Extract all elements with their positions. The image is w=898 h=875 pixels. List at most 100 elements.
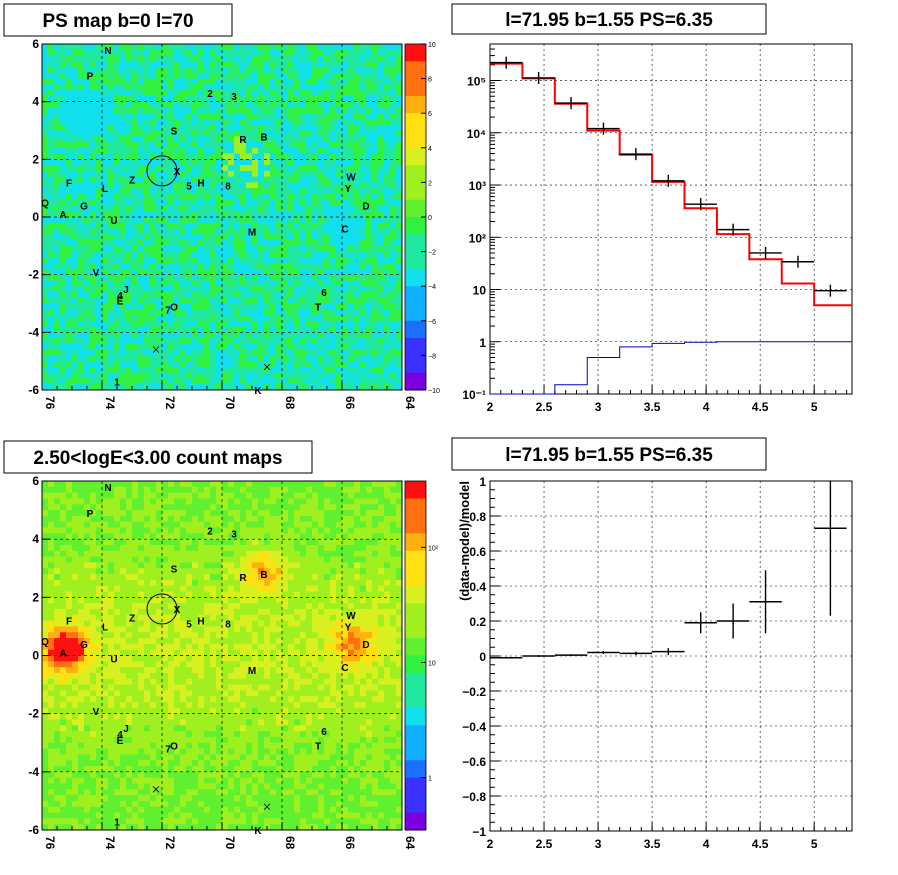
heatmap-cell <box>132 591 139 598</box>
heatmap-cell <box>270 268 277 276</box>
heatmap-cell <box>378 159 385 166</box>
heatmap-cell <box>174 309 181 316</box>
heatmap-cell <box>276 338 283 345</box>
heatmap-cell <box>312 84 319 91</box>
heatmap-cell <box>228 343 235 351</box>
heatmap-cell <box>54 343 61 351</box>
heatmap-cell <box>234 349 241 356</box>
heatmap-cell <box>78 626 85 633</box>
heatmap-cell <box>180 142 187 149</box>
heatmap-cell <box>336 326 343 333</box>
heatmap-cell <box>318 55 325 62</box>
heatmap-cell <box>270 165 277 172</box>
heatmap-cell <box>186 268 193 276</box>
heatmap-cell <box>126 783 133 790</box>
heatmap-cell <box>102 84 109 91</box>
heatmap-cell <box>318 49 325 56</box>
heatmap-cell <box>216 159 223 166</box>
heatmap-cell <box>372 165 379 172</box>
heatmap-cell <box>108 165 115 172</box>
heatmap-cell <box>294 136 301 143</box>
heatmap-cell <box>216 280 223 287</box>
heatmap-cell <box>48 684 55 691</box>
heatmap-cell <box>42 498 49 505</box>
heatmap-cell <box>216 107 223 114</box>
heatmap-cell <box>54 667 61 674</box>
heatmap-cell <box>390 44 397 51</box>
heatmap-cell <box>336 90 343 97</box>
heatmap-cell <box>180 67 187 74</box>
heatmap-cell <box>396 228 403 235</box>
heatmap-cell <box>240 118 247 126</box>
heatmap-cell <box>54 562 61 569</box>
heatmap-cell <box>138 608 145 616</box>
heatmap-cell <box>216 205 223 212</box>
heatmap-cell <box>204 147 211 154</box>
heatmap-cell <box>108 268 115 276</box>
heatmap-cell <box>72 492 79 499</box>
heatmap-cell <box>90 124 97 131</box>
heatmap-cell <box>102 713 109 720</box>
heatmap-cell <box>150 384 157 391</box>
heatmap-cell <box>150 153 157 160</box>
heatmap-cell <box>264 118 271 126</box>
heatmap-cell <box>378 61 385 68</box>
heatmap-cell <box>300 263 307 270</box>
heatmap-cell <box>306 170 313 178</box>
heatmap-cell <box>150 315 157 322</box>
heatmap-cell <box>276 349 283 356</box>
heatmap-cell <box>144 297 151 304</box>
heatmap-cell <box>282 107 289 114</box>
heatmap-cell <box>60 286 67 293</box>
heatmap-cell <box>108 550 115 558</box>
heatmap-cell <box>216 234 223 241</box>
heatmap-cell <box>78 748 85 755</box>
heatmap-cell <box>246 67 253 74</box>
heatmap-cell <box>318 228 325 235</box>
heatmap-cell <box>126 527 133 534</box>
heatmap-cell <box>234 113 241 120</box>
heatmap-cell <box>54 355 61 362</box>
heatmap-cell <box>126 562 133 569</box>
heatmap-cell <box>180 234 187 241</box>
heatmap-cell <box>366 274 373 281</box>
heatmap-cell <box>168 280 175 287</box>
heatmap-cell <box>138 777 145 784</box>
heatmap-cell <box>366 176 373 183</box>
heatmap-cell <box>90 707 97 715</box>
heatmap-cell <box>96 498 103 505</box>
heatmap-cell <box>90 649 97 656</box>
heatmap-cell <box>84 492 91 499</box>
heatmap-cell <box>162 338 169 345</box>
heatmap-cell <box>48 667 55 674</box>
heatmap-cell <box>66 643 73 651</box>
heatmap-cell <box>48 142 55 149</box>
heatmap-cell <box>342 361 349 368</box>
heatmap-cell <box>360 153 367 160</box>
heatmap-cell <box>252 338 259 345</box>
heatmap-cell <box>102 766 109 773</box>
heatmap-cell <box>384 309 391 316</box>
heatmap-cell <box>138 95 145 103</box>
heatmap-cell <box>102 142 109 149</box>
heatmap-cell <box>102 95 109 103</box>
heatmap-cell <box>48 725 55 732</box>
heatmap-cell <box>54 84 61 91</box>
heatmap-cell <box>138 118 145 126</box>
heatmap-cell <box>132 257 139 264</box>
heatmap-cell <box>156 274 163 281</box>
heatmap-cell <box>282 286 289 293</box>
heatmap-cell <box>264 182 271 189</box>
heatmap-cell <box>72 165 79 172</box>
heatmap-cell <box>324 274 331 281</box>
x-tick-label: 66 <box>343 396 357 410</box>
heatmap-cell <box>372 315 379 322</box>
heatmap-cell <box>60 707 67 715</box>
heatmap-cell <box>186 142 193 149</box>
heatmap-cell <box>180 49 187 56</box>
heatmap-cell <box>66 824 73 831</box>
heatmap-cell <box>168 240 175 247</box>
heatmap-cell <box>120 672 127 680</box>
heatmap-cell <box>78 742 85 749</box>
heatmap-cell <box>270 113 277 120</box>
